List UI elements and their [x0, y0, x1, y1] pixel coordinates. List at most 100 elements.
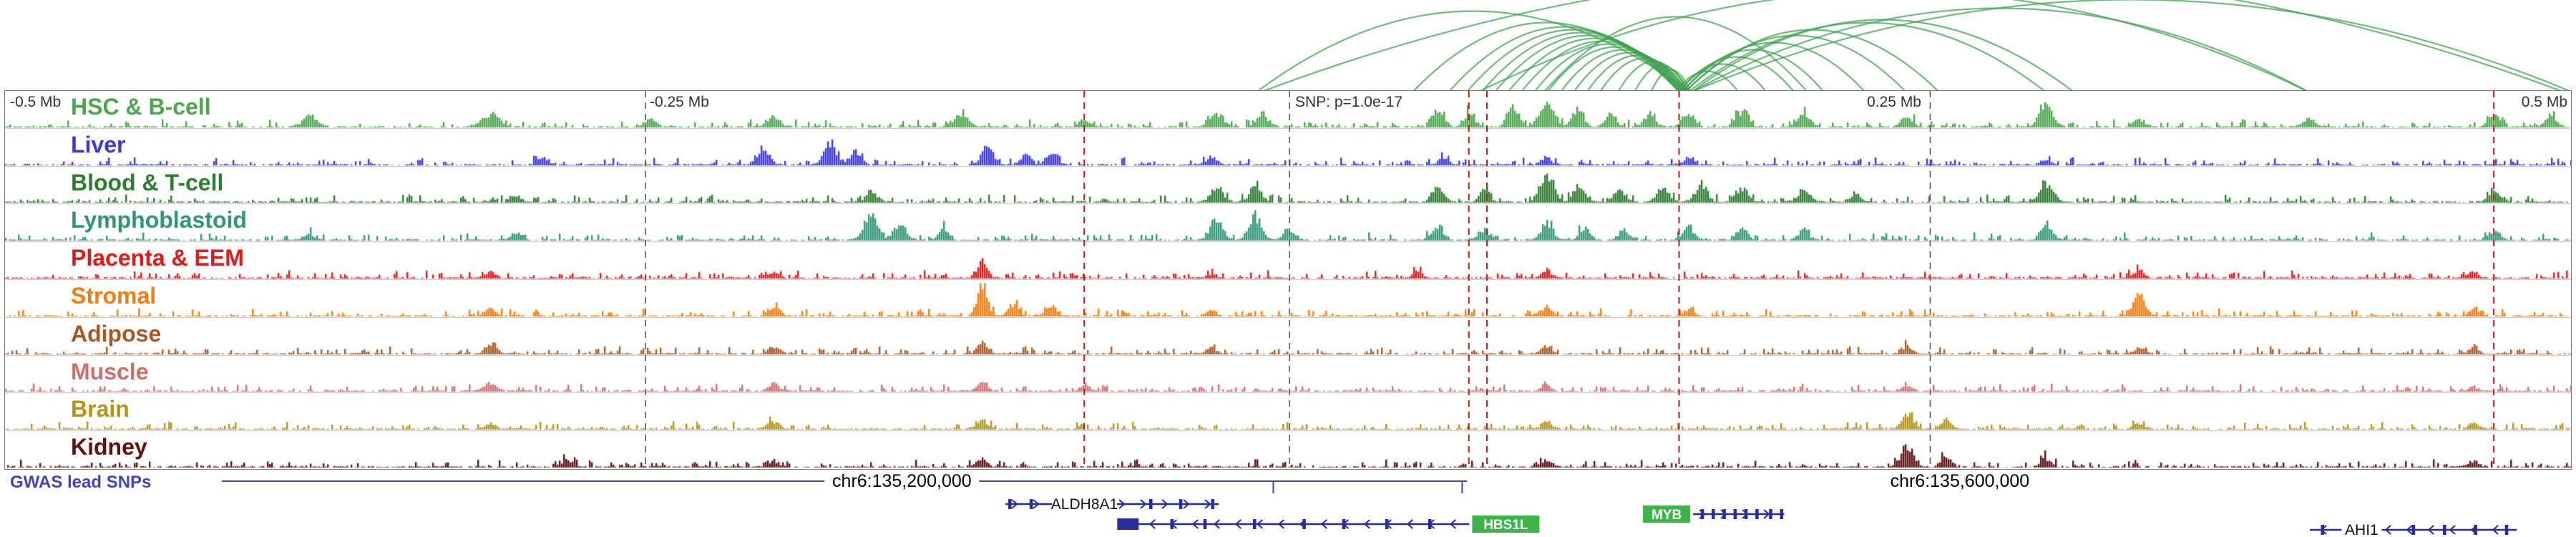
strand-chevron-icon [1118, 499, 1126, 509]
gene-exon-tick [1170, 519, 1174, 529]
gene-exon-tick [1302, 519, 1306, 529]
gene-exon-tick [1149, 499, 1153, 509]
track-label-lymphoblastoid: Lymphoblastoid [71, 207, 247, 233]
interaction-arc [1257, 10, 1689, 91]
gene-exon-tick [1342, 519, 1346, 529]
axis-label-plus-0.25mb: 0.25 Mb [1867, 94, 1921, 110]
track-label-placenta-eem: Placenta & EEM [71, 245, 244, 271]
track-label-adipose: Adipose [71, 320, 162, 347]
strand-chevron-icon [1234, 519, 1241, 529]
gene-label-bg [2341, 522, 2382, 537]
strand-chevron-icon [2492, 525, 2499, 535]
interaction-arc [1573, 52, 1687, 91]
gene-label: HBS1L [1483, 518, 1528, 533]
coordinate-label-bg [1882, 471, 2037, 490]
gene-hbs1l: HBS1L [1117, 516, 1540, 533]
strand-chevron-icon [2406, 525, 2413, 535]
gene-ahi1: AHI1 [2310, 522, 2517, 537]
strand-chevron-icon [1033, 499, 1040, 509]
interaction-arc [1692, 19, 2074, 91]
axis-label-minus-0.5mb: -0.5 Mb [10, 94, 62, 110]
axis-label-plus-0.5mb: 0.5 Mb [2521, 94, 2567, 110]
gene-label: MYB [1652, 508, 1682, 523]
gwas-lead-snps-label: GWAS lead SNPs [10, 473, 152, 492]
gene-label-box [1472, 516, 1540, 533]
strand-chevron-icon [1277, 519, 1284, 529]
coordinate-label: chr6:135,600,000 [1890, 471, 2030, 491]
interaction-arc [1692, 7, 2309, 91]
strand-chevron-icon [1204, 499, 1211, 509]
dashed-guide-lines [645, 91, 2495, 469]
gene-aldh8a1: ALDH8A1 [1005, 496, 1219, 513]
strand-chevron-icon [1363, 519, 1370, 529]
interaction-arc [1678, 56, 1795, 91]
gene-exon-tick [1780, 509, 1784, 519]
interaction-arc [1692, 0, 2572, 91]
strand-chevron-icon [2427, 525, 2434, 535]
gene-annotation-area: chr6:135,200,000 chr6:135,600,000 ALDH8A1 M… [221, 471, 2517, 537]
track-label-column: HSC & B-cell Liver Blood & T-cell Lymphobla… [5, 91, 2571, 469]
gene-exon-tick [1722, 509, 1726, 519]
gene-exon-tick [1029, 499, 1033, 509]
gene-exon-tick [2443, 525, 2446, 535]
strand-chevron-icon [1148, 519, 1156, 529]
gene-exon-tick [1008, 499, 1012, 509]
gene-tss-box [1117, 518, 1139, 530]
interaction-arc [1543, 16, 1807, 91]
strand-chevron-icon [1183, 499, 1190, 509]
chromatin-interaction-arcs [1257, 0, 2572, 91]
gene-exon-tick [2321, 525, 2324, 535]
axis-label-minus-0.25mb: -0.25 Mb [650, 94, 709, 110]
interaction-arc [1478, 0, 2309, 91]
strand-chevron-icon [1449, 519, 1456, 529]
gene-label-bg [1052, 496, 1117, 512]
gene-exon-tick [1769, 509, 1772, 519]
strand-chevron-icon [1763, 509, 1770, 519]
strand-chevron-icon [2384, 525, 2391, 535]
track-label-brain: Brain [71, 396, 130, 422]
interaction-arc [1261, 0, 2564, 91]
strand-chevron-icon [1406, 519, 1413, 529]
interaction-arc [1634, 64, 1689, 91]
gene-exon-tick [1211, 499, 1215, 509]
track-label-stromal: Stromal [71, 283, 157, 309]
interaction-arc [1413, 21, 1680, 91]
gene-exon-tick [2504, 525, 2509, 535]
track-label-liver: Liver [71, 131, 126, 158]
track-label-muscle: Muscle [71, 358, 149, 384]
gene-exon-tick [1253, 519, 1257, 529]
track-label-hsc-b-cell: HSC & B-cell [71, 94, 211, 120]
gene-exon-tick [1733, 509, 1737, 519]
track-label-blood-t-cell: Blood & T-cell [71, 169, 224, 195]
strand-chevron-icon [1140, 499, 1147, 509]
gene-label: ALDH8A1 [1051, 496, 1118, 513]
interaction-arc [1688, 21, 2046, 91]
gene-exon-tick [1203, 519, 1207, 529]
gene-exon-tick [1712, 509, 1715, 519]
gene-exon-tick [2474, 525, 2477, 535]
interaction-arc [1682, 49, 1825, 91]
gene-exon-tick [1179, 499, 1183, 509]
gene-exon-tick [1744, 509, 1748, 519]
coordinate-label-bg [824, 471, 980, 490]
gene-myb: MYB [1643, 505, 1785, 523]
strand-chevron-icon [2449, 525, 2456, 535]
gene-exon-tick [1755, 509, 1759, 519]
gene-label: AHI1 [2345, 522, 2379, 537]
gene-exon-tick [2411, 525, 2416, 535]
track-label-kidney: Kidney [71, 434, 147, 460]
strand-chevron-icon [1256, 519, 1263, 529]
strand-chevron-icon [1011, 499, 1018, 509]
gene-exon-tick [1385, 519, 1389, 529]
interaction-arc [1599, 57, 1688, 91]
interaction-arc [1547, 46, 1684, 91]
interaction-arc [1466, 29, 1680, 91]
coordinate-label: chr6:135,200,000 [832, 471, 972, 491]
axis-label-snp-pvalue: SNP: p=1.0e-17 [1295, 94, 1403, 110]
gene-exon-tick [1428, 519, 1432, 529]
signal-track-area: HSC & B-cell Liver Blood & T-cell Lymphobla… [4, 90, 2572, 470]
gene-exon-tick [1700, 509, 1704, 519]
strand-chevron-icon [1320, 519, 1327, 529]
signal-tracks-canvas [5, 91, 2571, 469]
